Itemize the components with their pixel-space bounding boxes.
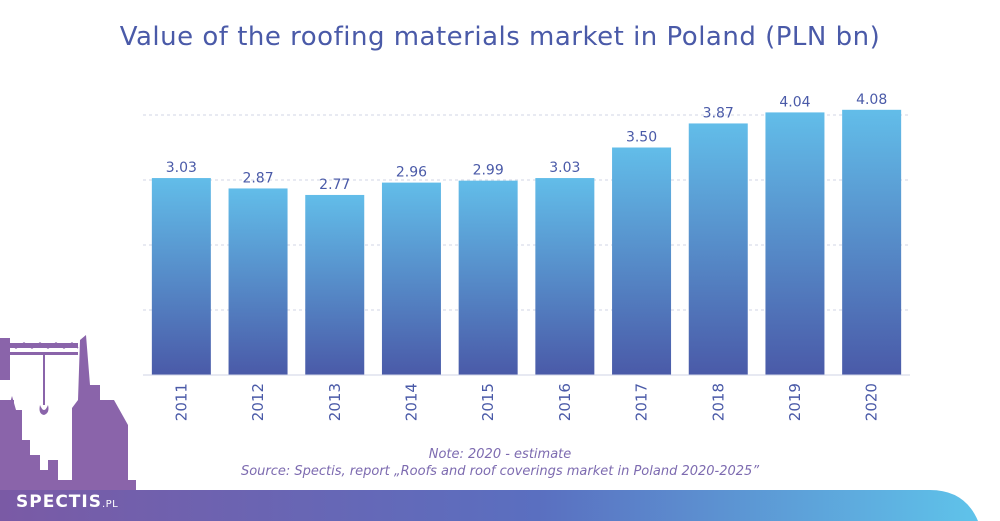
bar-2018 [688, 123, 748, 375]
crane-icon [0, 338, 79, 415]
value-label-2014: 2.96 [396, 165, 427, 181]
category-label-2011: 2011 [172, 383, 190, 421]
value-label-2019: 4.04 [779, 94, 810, 110]
category-label-2015: 2015 [479, 383, 497, 421]
category-label-2020: 2020 [863, 383, 881, 421]
value-label-2011: 3.03 [166, 160, 197, 176]
category-label-2012: 2012 [249, 383, 267, 421]
bar-2013 [305, 194, 365, 375]
spectis-logo: SPECTIS.PL [16, 492, 118, 512]
category-label-2017: 2017 [633, 383, 651, 421]
value-label-2016: 3.03 [549, 160, 580, 176]
value-label-2018: 3.87 [703, 105, 734, 121]
value-label-2020: 4.08 [856, 92, 887, 108]
category-labels: 2011 2012 2013 2014 2015 2016 2017 2018 2019 2020 [172, 383, 880, 421]
footer-band [0, 490, 978, 521]
value-label-2012: 2.87 [242, 170, 273, 186]
note-estimate: Note: 2020 - estimate [428, 447, 572, 462]
bar-2011 [151, 178, 211, 375]
category-label-2016: 2016 [556, 383, 574, 421]
brand-name: SPECTIS [16, 492, 102, 512]
chart-title: Value of the roofing materials market in… [119, 22, 881, 52]
category-label-2018: 2018 [709, 383, 727, 421]
category-label-2014: 2014 [402, 383, 420, 421]
bar-2019 [765, 112, 825, 376]
value-labels: 3.03 2.87 2.77 2.96 2.99 3.03 3.50 3.87 4.04 4.08 [166, 92, 887, 193]
skyline-illustration [0, 335, 136, 521]
value-label-2017: 3.50 [626, 130, 657, 146]
note-source: Source: Spectis, report „Roofs and roof … [240, 464, 760, 479]
bar-2016 [535, 178, 595, 375]
value-label-2015: 2.99 [473, 163, 504, 179]
category-label-2019: 2019 [786, 383, 804, 421]
value-label-2013: 2.77 [319, 177, 350, 193]
bar-2014 [381, 182, 441, 375]
brand-domain: .PL [101, 499, 119, 510]
bar-2017 [612, 147, 672, 375]
bars [151, 109, 902, 376]
bar-2020 [842, 109, 902, 376]
bar-2015 [458, 180, 518, 375]
category-label-2013: 2013 [326, 383, 344, 421]
bar-2012 [228, 188, 288, 375]
